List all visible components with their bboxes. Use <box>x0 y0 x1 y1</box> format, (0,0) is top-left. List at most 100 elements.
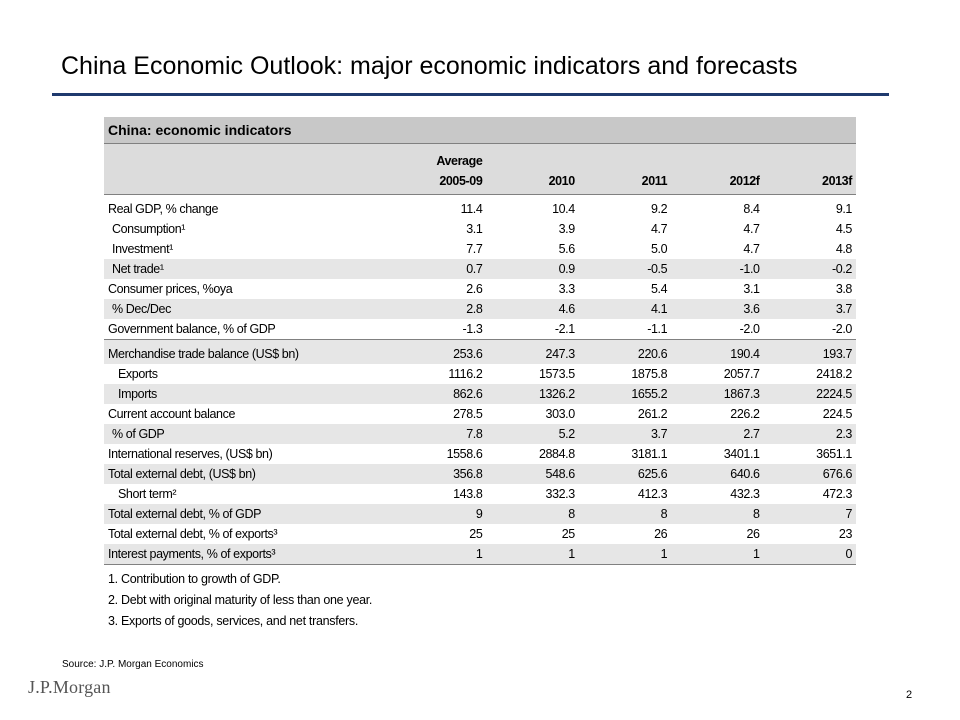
row-value: 26 <box>654 527 668 541</box>
row-value: 253.6 <box>453 347 483 361</box>
header-cell <box>104 144 394 168</box>
row-value: 862.6 <box>453 387 483 401</box>
row-value: -0.5 <box>647 262 668 276</box>
column-header: 2011 <box>641 174 668 188</box>
row-value: 3.1 <box>743 282 760 296</box>
row-value: 224.5 <box>822 407 853 421</box>
table-row: Consumer prices, %oya 2.6 3.3 5.4 3.1 3.8 <box>104 279 856 299</box>
row-value: 4.8 <box>835 242 853 256</box>
row-value: 8.4 <box>743 202 760 216</box>
table-row: Merchandise trade balance (US$ bn) 253.6 2… <box>104 339 856 364</box>
table-row: Current account balance 278.5 303.0 261.2 22… <box>104 404 856 424</box>
table-row: Exports 1116.2 1573.5 1875.8 2057.7 2418.2 <box>104 364 856 384</box>
row-value: 1 <box>568 547 575 561</box>
row-value: 1875.8 <box>631 367 668 381</box>
table-row: Net trade¹ 0.7 0.9 -0.5 -1.0 -0.2 <box>104 259 856 279</box>
row-value: -2.1 <box>554 322 575 336</box>
table-row: % of GDP 7.8 5.2 3.7 2.7 2.3 <box>104 424 856 444</box>
row-value: 3.9 <box>558 222 576 236</box>
row-value: 190.4 <box>730 347 760 361</box>
table-row: Consumption¹ 3.1 3.9 4.7 4.7 4.5 <box>104 219 856 239</box>
row-value: 1867.3 <box>723 387 760 401</box>
row-label: Merchandise trade balance (US$ bn) <box>108 347 299 361</box>
row-value: 2418.2 <box>816 367 852 381</box>
row-value: 220.6 <box>637 347 668 361</box>
table-row: Real GDP, % change 11.4 10.4 9.2 8.4 9.1 <box>104 199 856 219</box>
row-value: 3.7 <box>835 302 853 316</box>
footnotes: 1. Contribution to growth of GDP. 2. Debt… <box>104 569 856 632</box>
row-value: 303.0 <box>545 407 576 421</box>
row-value: 4.7 <box>743 222 760 236</box>
row-label: Total external debt, % of GDP <box>108 507 262 521</box>
row-value: 4.6 <box>558 302 576 316</box>
table-row: Total external debt, % of GDP 9 8 8 8 7 <box>104 504 856 524</box>
row-value: 1116.2 <box>448 367 483 381</box>
row-label: Consumption¹ <box>112 222 186 236</box>
header-cell-average: Average <box>436 154 483 168</box>
table-row: % Dec/Dec 2.8 4.6 4.1 3.6 3.7 <box>104 299 856 319</box>
footnote: 1. Contribution to growth of GDP. <box>108 572 281 586</box>
row-value: 7 <box>845 507 852 521</box>
table-row: Imports 862.6 1326.2 1655.2 1867.3 2224.5 <box>104 384 856 404</box>
table-row: Investment¹ 7.7 5.6 5.0 4.7 4.8 <box>104 239 856 259</box>
row-value: 7.7 <box>466 242 483 256</box>
indicators-table-block: China: economic indicators Average 2005-… <box>104 117 856 632</box>
row-value: 356.8 <box>453 467 483 481</box>
row-value: 2057.7 <box>723 367 760 381</box>
row-value: 3.6 <box>743 302 760 316</box>
table-row: Total external debt, % of exports³ 25 25 26… <box>104 524 856 544</box>
row-value: 26 <box>746 527 760 541</box>
row-label: International reserves, (US$ bn) <box>108 447 273 461</box>
row-value: 1 <box>660 547 668 561</box>
table-row: Total external debt, (US$ bn) 356.8 548.6 6… <box>104 464 856 484</box>
row-value: 2.8 <box>466 302 483 316</box>
row-value: 8 <box>753 507 760 521</box>
row-value: 8 <box>660 507 668 521</box>
row-value: 2224.5 <box>816 387 852 401</box>
row-value: 1655.2 <box>631 387 668 401</box>
row-value: 3401.1 <box>723 447 760 461</box>
row-value: 412.3 <box>637 487 668 501</box>
row-label: Investment¹ <box>112 242 173 256</box>
row-label: Net trade¹ <box>112 262 164 276</box>
row-value: 25 <box>561 527 576 541</box>
row-value: 5.2 <box>558 427 576 441</box>
table-header-row-top: Average <box>104 144 856 168</box>
row-label: Real GDP, % change <box>108 202 218 216</box>
row-label: Government balance, % of GDP <box>108 322 276 336</box>
slide-title: China Economic Outlook: major economic i… <box>61 52 798 80</box>
table-title: China: economic indicators <box>104 117 856 144</box>
row-label: Current account balance <box>108 407 235 421</box>
column-header <box>104 168 394 195</box>
column-header: 2010 <box>548 174 576 188</box>
row-value: 247.3 <box>545 347 576 361</box>
row-value: 226.2 <box>730 407 760 421</box>
row-value: 0.7 <box>466 262 483 276</box>
row-value: 2884.8 <box>538 447 575 461</box>
row-value: 332.3 <box>545 487 576 501</box>
source-note: Source: J.P. Morgan Economics <box>62 659 204 670</box>
row-value: 3181.1 <box>631 447 668 461</box>
table-row: Short term² 143.8 332.3 412.3 432.3 472.3 <box>104 484 856 504</box>
row-value: 2.6 <box>466 282 483 296</box>
row-value: 278.5 <box>453 407 483 421</box>
row-label: Imports <box>118 387 157 401</box>
row-value: 5.6 <box>558 242 576 256</box>
footnote: 2. Debt with original maturity of less t… <box>108 593 373 607</box>
row-value: 9 <box>475 507 483 521</box>
row-value: -1.1 <box>647 322 668 336</box>
header-cell <box>579 144 671 168</box>
row-value: 1 <box>475 547 483 561</box>
row-label: Total external debt, % of exports³ <box>108 527 278 541</box>
title-divider <box>52 93 889 96</box>
row-value: -0.2 <box>832 262 852 276</box>
row-value: 2.7 <box>743 427 760 441</box>
row-value: 9.2 <box>651 202 668 216</box>
row-value: 193.7 <box>822 347 853 361</box>
row-value: 11.4 <box>460 202 483 216</box>
table-header-row-years: 2005-09 2010 2011 2012f 2013f <box>104 168 856 195</box>
column-header: 2013f <box>822 174 852 188</box>
header-cell <box>486 144 578 168</box>
row-value: 10.4 <box>552 202 575 216</box>
row-value: 3651.1 <box>816 447 852 461</box>
